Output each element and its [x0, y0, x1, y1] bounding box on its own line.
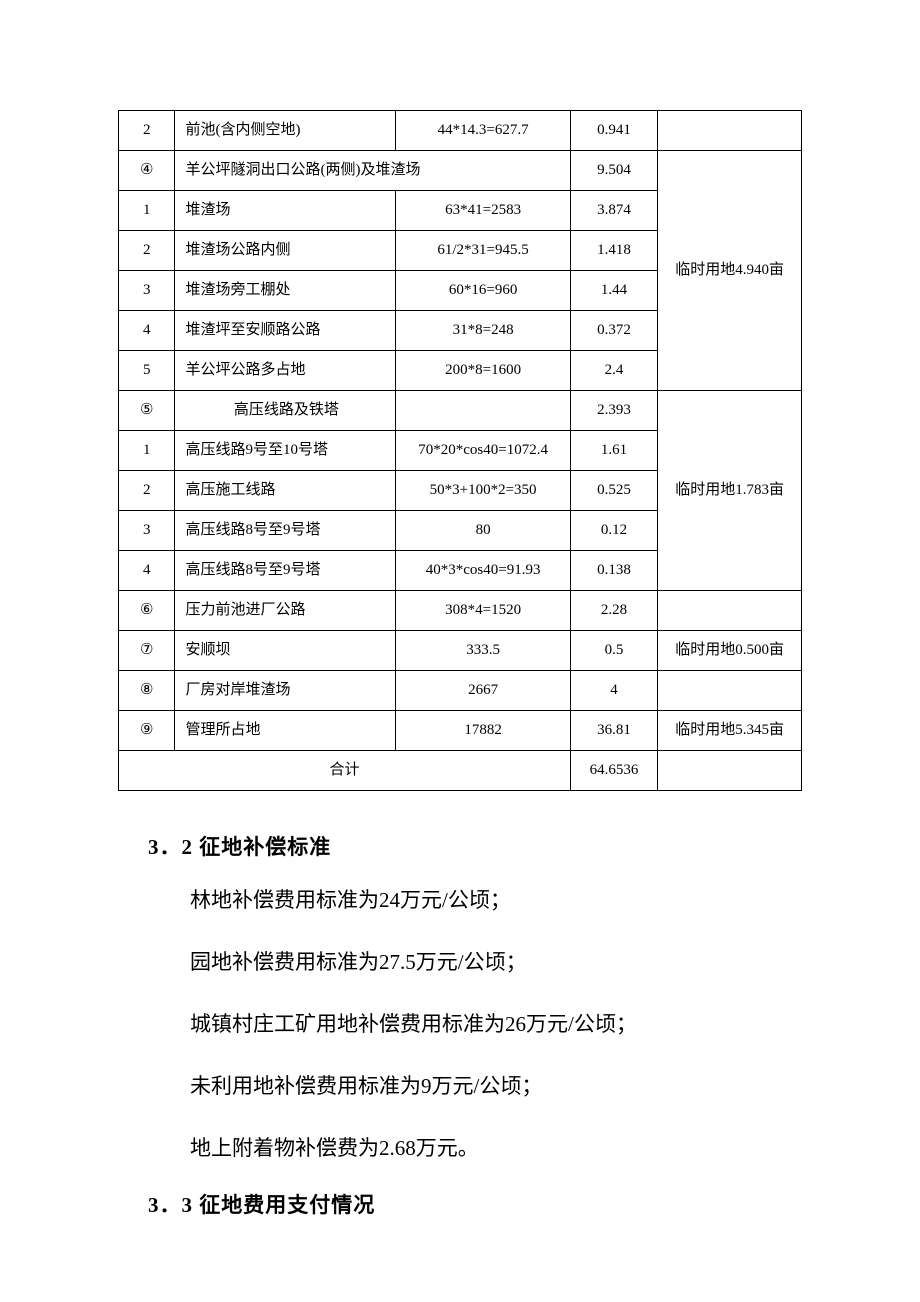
row-note [658, 111, 802, 151]
row-index: 1 [119, 431, 175, 471]
row-note: 临时用地5.345亩 [658, 711, 802, 751]
row-calculation: 31*8=248 [396, 311, 571, 351]
body-paragraph: 林地补偿费用标准为24万元/公顷； [118, 879, 802, 921]
row-name: 高压线路8号至9号塔 [175, 511, 396, 551]
row-index: 2 [119, 111, 175, 151]
row-index: 3 [119, 271, 175, 311]
row-value: 3.874 [570, 191, 657, 231]
land-use-table: 2前池(含内侧空地)44*14.3=627.70.941④羊公坪隧洞出口公路(两… [118, 110, 802, 791]
row-calculation: 50*3+100*2=350 [396, 471, 571, 511]
row-value: 9.504 [570, 151, 657, 191]
row-note: 临时用地0.500亩 [658, 631, 802, 671]
row-value: 2.393 [570, 391, 657, 431]
row-index: ⑨ [119, 711, 175, 751]
row-calculation: 40*3*cos40=91.93 [396, 551, 571, 591]
body-paragraph: 园地补偿费用标准为27.5万元/公顷； [118, 941, 802, 983]
row-name: 前池(含内侧空地) [175, 111, 396, 151]
row-name: 堆渣坪至安顺路公路 [175, 311, 396, 351]
row-calculation: 308*4=1520 [396, 591, 571, 631]
row-name: 管理所占地 [175, 711, 396, 751]
row-value: 0.12 [570, 511, 657, 551]
row-index: ⑧ [119, 671, 175, 711]
row-value: 1.418 [570, 231, 657, 271]
table-row: ⑧厂房对岸堆渣场26674 [119, 671, 802, 711]
row-note [658, 671, 802, 711]
sum-note [658, 751, 802, 791]
row-index: 4 [119, 311, 175, 351]
table-row: ⑥压力前池进厂公路308*4=15202.28 [119, 591, 802, 631]
row-value: 36.81 [570, 711, 657, 751]
row-calculation: 70*20*cos40=1072.4 [396, 431, 571, 471]
row-name: 安顺坝 [175, 631, 396, 671]
row-value: 0.138 [570, 551, 657, 591]
section-3-3-heading: 3．3 征地费用支付情况 [148, 1189, 802, 1219]
row-name: 高压线路8号至9号塔 [175, 551, 396, 591]
row-value: 2.28 [570, 591, 657, 631]
sum-label: 合计 [119, 751, 571, 791]
row-calculation: 333.5 [396, 631, 571, 671]
row-calculation: 44*14.3=627.7 [396, 111, 571, 151]
row-value: 0.941 [570, 111, 657, 151]
row-value: 0.372 [570, 311, 657, 351]
table-row: ⑤高压线路及铁塔2.393临时用地1.783亩 [119, 391, 802, 431]
row-name: 高压施工线路 [175, 471, 396, 511]
row-value: 0.525 [570, 471, 657, 511]
row-calculation: 2667 [396, 671, 571, 711]
row-value: 1.61 [570, 431, 657, 471]
body-paragraph: 城镇村庄工矿用地补偿费用标准为26万元/公顷； [118, 1003, 802, 1045]
row-index: ④ [119, 151, 175, 191]
row-index: 5 [119, 351, 175, 391]
row-index: ⑦ [119, 631, 175, 671]
row-value: 0.5 [570, 631, 657, 671]
row-value: 4 [570, 671, 657, 711]
table-sum-row: 合计64.6536 [119, 751, 802, 791]
row-calculation: 60*16=960 [396, 271, 571, 311]
row-index: 1 [119, 191, 175, 231]
row-name: 压力前池进厂公路 [175, 591, 396, 631]
row-value: 2.4 [570, 351, 657, 391]
row-name: 羊公坪公路多占地 [175, 351, 396, 391]
row-calculation: 17882 [396, 711, 571, 751]
row-name: 厂房对岸堆渣场 [175, 671, 396, 711]
row-index: 2 [119, 471, 175, 511]
section-3-2-heading: 3．2 征地补偿标准 [148, 831, 802, 861]
row-note: 临时用地4.940亩 [658, 151, 802, 391]
row-note [658, 591, 802, 631]
row-calculation [396, 391, 571, 431]
row-index: ⑥ [119, 591, 175, 631]
row-calculation: 200*8=1600 [396, 351, 571, 391]
row-name: 羊公坪隧洞出口公路(两侧)及堆渣场 [175, 151, 570, 191]
table-row: ⑦安顺坝333.50.5临时用地0.500亩 [119, 631, 802, 671]
row-name: 堆渣场 [175, 191, 396, 231]
row-value: 1.44 [570, 271, 657, 311]
row-calculation: 63*41=2583 [396, 191, 571, 231]
row-index: 4 [119, 551, 175, 591]
row-note: 临时用地1.783亩 [658, 391, 802, 591]
row-name: 高压线路9号至10号塔 [175, 431, 396, 471]
table-row: ⑨管理所占地1788236.81临时用地5.345亩 [119, 711, 802, 751]
row-name: 堆渣场公路内侧 [175, 231, 396, 271]
table-row: 2前池(含内侧空地)44*14.3=627.70.941 [119, 111, 802, 151]
body-paragraph: 地上附着物补偿费为2.68万元。 [118, 1127, 802, 1169]
row-name: 堆渣场旁工棚处 [175, 271, 396, 311]
sum-value: 64.6536 [570, 751, 657, 791]
row-index: ⑤ [119, 391, 175, 431]
row-calculation: 61/2*31=945.5 [396, 231, 571, 271]
table-row: ④羊公坪隧洞出口公路(两侧)及堆渣场9.504临时用地4.940亩 [119, 151, 802, 191]
row-index: 2 [119, 231, 175, 271]
body-paragraph: 未利用地补偿费用标准为9万元/公顷； [118, 1065, 802, 1107]
row-name: 高压线路及铁塔 [175, 391, 396, 431]
row-calculation: 80 [396, 511, 571, 551]
row-index: 3 [119, 511, 175, 551]
